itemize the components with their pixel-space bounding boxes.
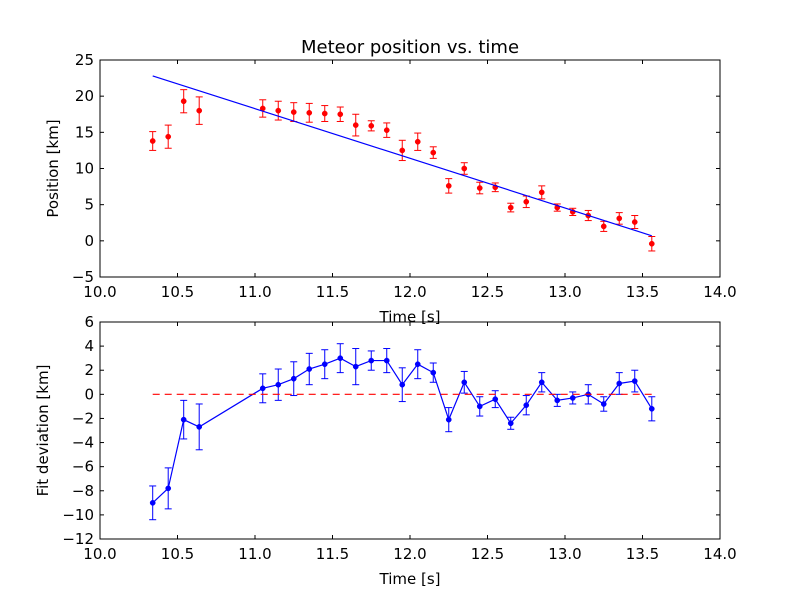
deviation-data-point bbox=[414, 361, 421, 368]
deviation-x-tick-label: 10.0 bbox=[83, 545, 116, 563]
deviation-data-point bbox=[538, 379, 545, 386]
deviation-data-point bbox=[337, 355, 344, 362]
deviation-data-point bbox=[383, 357, 390, 364]
deviation-data-point bbox=[492, 396, 499, 403]
deviation-data-point bbox=[196, 424, 203, 430]
position-y-tick-label: 15 bbox=[75, 123, 94, 141]
deviation-data-point bbox=[368, 357, 375, 364]
position-data-point bbox=[648, 240, 655, 247]
deviation-data-point bbox=[445, 416, 452, 423]
deviation-data-point bbox=[554, 397, 561, 404]
position-data-point bbox=[476, 185, 483, 191]
deviation-data-point bbox=[321, 361, 328, 368]
deviation-y-tick-label: −2 bbox=[72, 409, 94, 427]
position-y-tick-label: −5 bbox=[72, 268, 94, 286]
position-data-point bbox=[180, 98, 187, 105]
deviation-data-point bbox=[507, 420, 514, 427]
position-data-point bbox=[631, 219, 638, 225]
position-y-tick-label: 5 bbox=[84, 196, 94, 214]
position-data-point bbox=[275, 107, 282, 114]
position-plot: Meteor position vs. time 10.0 10.5 11.0 11.… bbox=[44, 37, 737, 326]
position-data-point bbox=[383, 127, 390, 134]
deviation-plot: 10.0 10.5 11.0 11.5 12.0 12.5 13.0 13.5 14.0 −12 −… bbox=[34, 313, 737, 588]
deviation-y-tick-label: −6 bbox=[72, 458, 94, 476]
position-data-point bbox=[430, 149, 437, 156]
position-x-tick-label: 12.5 bbox=[471, 283, 504, 301]
deviation-y-tick-label: 4 bbox=[84, 337, 94, 355]
deviation-data-point bbox=[352, 363, 359, 370]
position-data-point bbox=[337, 111, 344, 118]
position-data-point bbox=[600, 223, 607, 230]
deviation-data-point bbox=[569, 395, 576, 401]
position-x-tick-label: 12.0 bbox=[393, 283, 426, 301]
deviation-data-point bbox=[648, 405, 655, 412]
deviation-data-point bbox=[399, 381, 406, 388]
deviation-y-tick-label: −10 bbox=[62, 506, 94, 524]
position-data-point bbox=[399, 147, 406, 154]
deviation-plot-ylabel: Fit deviation [km] bbox=[34, 365, 52, 497]
deviation-plot-xlabel: Time [s] bbox=[379, 570, 441, 588]
position-data-point bbox=[321, 110, 328, 117]
deviation-y-tick-label: 0 bbox=[84, 385, 94, 403]
position-data-point bbox=[306, 109, 313, 116]
deviation-data-point bbox=[631, 378, 638, 384]
deviation-data-point bbox=[306, 366, 313, 372]
position-data-point bbox=[352, 122, 359, 128]
position-y-tick-label: 20 bbox=[75, 87, 94, 105]
position-x-tick-label: 13.0 bbox=[548, 283, 581, 301]
position-x-tick-label: 10.0 bbox=[83, 283, 116, 301]
deviation-x-tick-label: 12.5 bbox=[471, 545, 504, 563]
position-data-point bbox=[538, 189, 545, 196]
position-data-point bbox=[149, 138, 156, 144]
position-y-tick-label: 10 bbox=[75, 160, 94, 178]
deviation-data-point bbox=[430, 369, 437, 376]
position-fit-line bbox=[152, 75, 652, 237]
deviation-data-point bbox=[461, 379, 468, 386]
position-x-tick-label: 10.5 bbox=[161, 283, 194, 301]
deviation-data-point bbox=[476, 403, 483, 410]
deviation-x-tick-label: 12.0 bbox=[393, 545, 426, 563]
deviation-y-tick-label: 2 bbox=[84, 361, 94, 379]
position-data-point bbox=[165, 133, 172, 140]
position-plot-title: Meteor position vs. time bbox=[301, 37, 519, 58]
position-plot-ylabel: Position [km] bbox=[44, 119, 62, 217]
deviation-data-point bbox=[165, 485, 172, 492]
deviation-y-tick-label: −12 bbox=[62, 530, 94, 548]
position-y-tick-label: 25 bbox=[75, 51, 94, 69]
position-data-point bbox=[368, 122, 375, 129]
position-y-tick-label: 0 bbox=[84, 232, 94, 250]
deviation-x-tick-label: 14.0 bbox=[703, 545, 736, 563]
deviation-data-point bbox=[275, 381, 282, 388]
deviation-data-point bbox=[290, 375, 297, 382]
deviation-data-point bbox=[523, 402, 530, 409]
position-data-point bbox=[616, 215, 623, 222]
deviation-data-point bbox=[180, 416, 187, 423]
position-data-point bbox=[461, 165, 468, 172]
deviation-y-tick-label: 6 bbox=[84, 313, 94, 331]
position-data-point bbox=[523, 198, 530, 205]
deviation-x-tick-label: 13.0 bbox=[548, 545, 581, 563]
position-data-point bbox=[290, 109, 297, 115]
deviation-x-tick-label: 10.5 bbox=[161, 545, 194, 563]
position-data-point bbox=[507, 204, 514, 211]
position-data-point bbox=[414, 138, 421, 145]
deviation-data-point bbox=[149, 499, 156, 506]
deviation-data-point bbox=[259, 385, 266, 392]
position-x-tick-label: 11.0 bbox=[238, 283, 271, 301]
deviation-data-point bbox=[600, 401, 607, 407]
position-x-tick-label: 13.5 bbox=[626, 283, 659, 301]
position-data-point bbox=[445, 183, 452, 189]
deviation-y-tick-label: −4 bbox=[72, 434, 94, 452]
position-x-tick-label: 14.0 bbox=[703, 283, 736, 301]
position-x-tick-label: 11.5 bbox=[316, 283, 349, 301]
deviation-y-tick-label: −8 bbox=[72, 482, 94, 500]
deviation-x-tick-label: 13.5 bbox=[626, 545, 659, 563]
deviation-x-tick-label: 11.0 bbox=[238, 545, 271, 563]
deviation-x-tick-label: 11.5 bbox=[316, 545, 349, 563]
deviation-data-point bbox=[616, 380, 623, 387]
position-data-point bbox=[196, 107, 203, 114]
